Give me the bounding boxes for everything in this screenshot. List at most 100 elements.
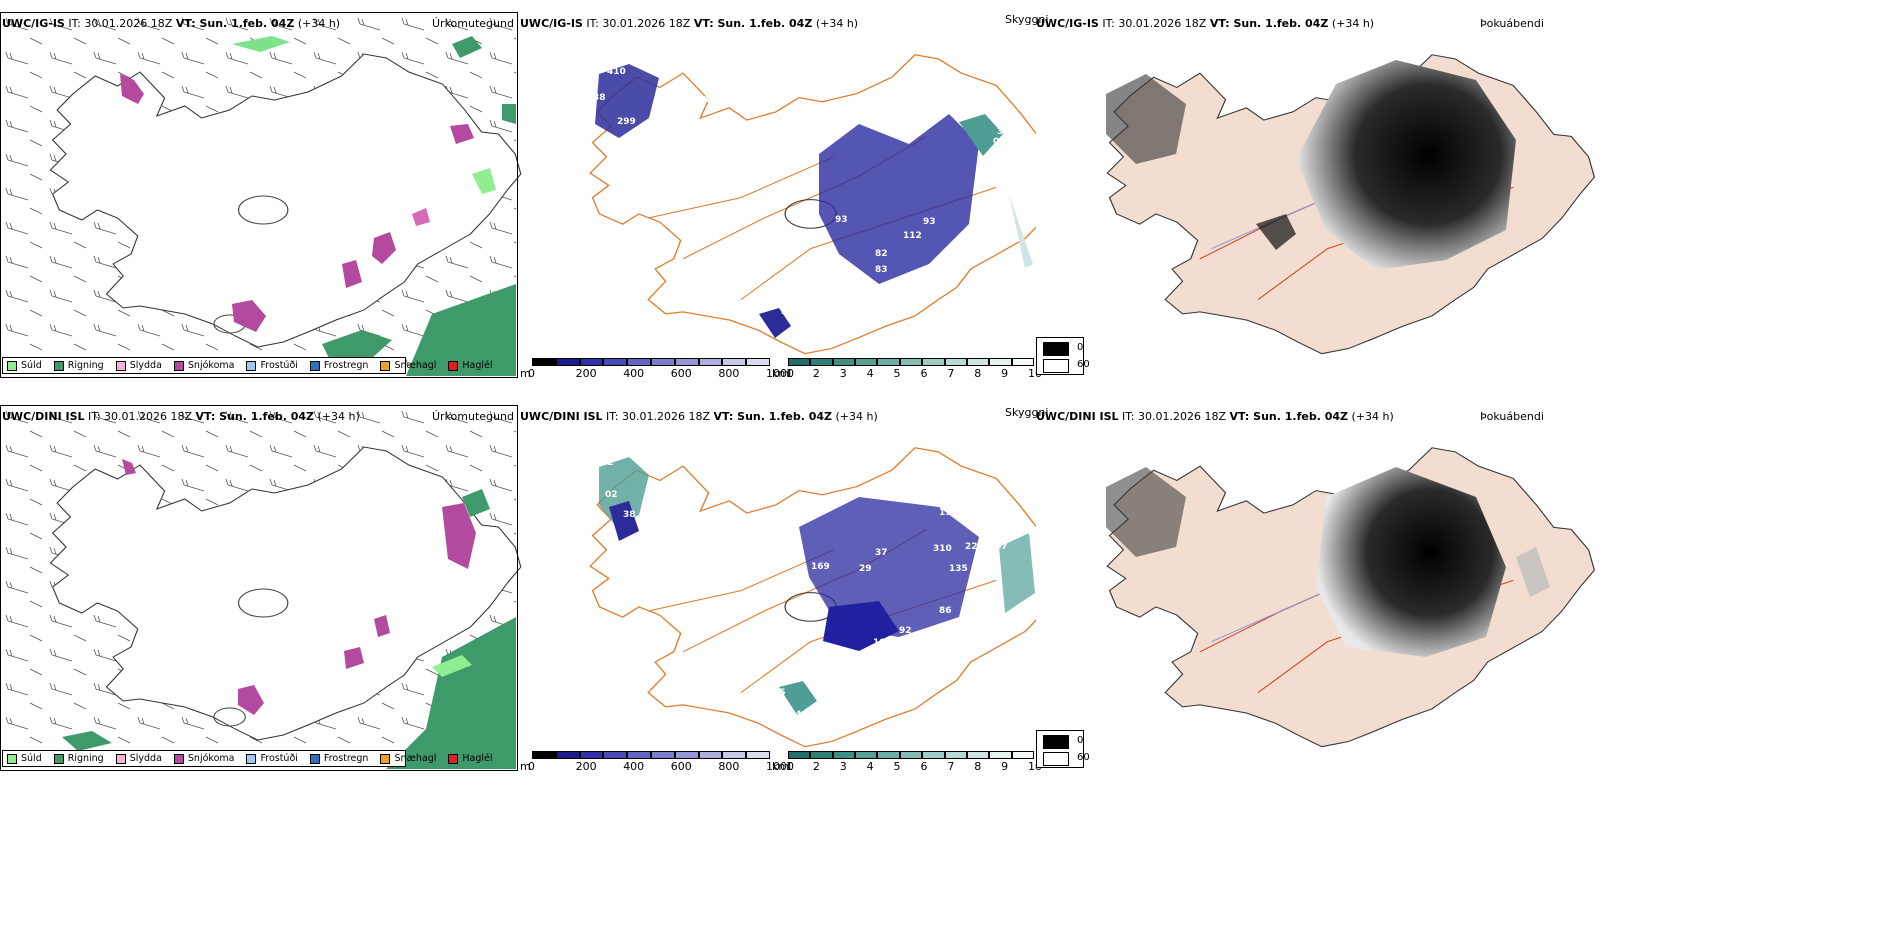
colorbar-segment <box>674 358 699 366</box>
colorbar-segment <box>698 751 723 759</box>
colorbar-m-row1: m 0 200 400 600 800 1000 <box>520 751 794 773</box>
fog-key-row0: 0 60 <box>1036 337 1090 375</box>
init-time: IT: 30.01.2026 18Z <box>606 410 711 423</box>
map-value-label: 74 <box>789 710 802 720</box>
colorbar-tick-label: 6 <box>920 367 928 380</box>
legend-label: Snjókoma <box>187 753 235 764</box>
map-value-label: 35 <box>773 688 786 698</box>
map-value-label: 83 <box>875 265 888 275</box>
colorbar-segment <box>810 751 833 759</box>
map-value-label: 38 <box>623 510 636 520</box>
colorbar-segment <box>532 751 556 759</box>
legend-swatch <box>448 753 459 764</box>
colorbar-tick-label: 200 <box>575 367 597 380</box>
map-value-label: 93 <box>835 215 848 225</box>
colorbar-segment <box>989 358 1012 366</box>
colorbar-tick-label: 800 <box>718 367 740 380</box>
colorbar-segment <box>1011 751 1034 759</box>
precip-header-row0: UWC/IG-IS IT: 30.01.2026 18Z VT: Sun. 1.… <box>2 17 340 30</box>
colorbar-segment <box>855 358 878 366</box>
colorbar-tick-label: 400 <box>623 760 645 773</box>
colorbar-tick-label: 3 <box>839 760 847 773</box>
legend-item: Snjókoma <box>173 360 234 371</box>
cloud-header-row1: UWC/DINI ISL IT: 30.01.2026 18Z VT: Sun.… <box>520 410 878 423</box>
map-value-label: 92 <box>899 626 912 636</box>
legend-label: Slydda <box>129 360 162 371</box>
map-value-label: 83 <box>869 668 882 678</box>
legend-swatch <box>115 360 126 371</box>
colorbar-segment <box>944 358 967 366</box>
colorbar-tick-label: 200 <box>575 760 597 773</box>
colorbar-tick-label: 4 <box>866 760 874 773</box>
cloud-title-row1: Skyggni <box>1005 406 1049 419</box>
map-value-label: 07 <box>993 137 1006 147</box>
colorbar-tick-label: 0 <box>528 367 535 380</box>
colorbar-segment <box>877 358 900 366</box>
map-value-label: 109 <box>975 526 994 536</box>
legend-item: Slydda <box>115 360 162 371</box>
legend-swatch <box>448 360 459 371</box>
colorbar-tick-label: 8 <box>974 760 982 773</box>
legend-swatch <box>380 360 391 371</box>
colorbar-segment <box>788 358 811 366</box>
valid-time: VT: Sun. 1.feb. 04Z <box>195 410 314 423</box>
legend-swatch <box>53 360 64 371</box>
colorbar-segment <box>855 751 878 759</box>
model-name: UWC/IG-IS <box>520 17 583 30</box>
colorbar-tick-label: 1 <box>786 760 793 773</box>
legend-item: Rigning <box>53 753 104 764</box>
colorbar-unit: m <box>520 367 531 380</box>
fog-key-label-high: 60 <box>1077 752 1090 763</box>
colorbar-tick-label: 6 <box>920 760 928 773</box>
legend-item: Slydda <box>115 753 162 764</box>
legend-item: Snjókoma <box>173 753 235 764</box>
colorbar-tick-label: 600 <box>670 367 692 380</box>
precip-title-row0: Úrkomutegund <box>432 17 514 30</box>
legend-swatch <box>309 753 320 764</box>
fog-key-row1: 0 60 <box>1036 730 1090 768</box>
colorbar-tick-label: 600 <box>670 760 692 773</box>
map-value-label: 86 <box>939 606 952 616</box>
colorbar-segment <box>922 751 945 759</box>
colorbar-tick-label: 7 <box>947 367 955 380</box>
fog-title-row1: Þokuábendi <box>1480 410 1544 423</box>
legend-item: Snæhagl <box>380 753 436 764</box>
colorbar-segment <box>746 358 770 366</box>
lead-time: (+34 h) <box>1331 17 1375 30</box>
cloud-map-row1 <box>589 447 1079 748</box>
colorbar-unit: km <box>772 760 790 773</box>
legend-swatch <box>380 753 391 764</box>
colorbar-km-row1: km 1 2 3 4 5 6 7 8 9 10 <box>772 751 1042 773</box>
lead-time: (+34 h) <box>317 410 360 423</box>
cloud-title-row0: Skyggni <box>1005 13 1049 26</box>
colorbar-tick-label: 7 <box>947 760 955 773</box>
legend-label: Frostúði <box>260 753 298 764</box>
map-value-label: 86 <box>659 530 672 540</box>
colorbar-segment <box>579 358 604 366</box>
colorbar-segment <box>899 751 923 759</box>
colorbar-segment <box>877 751 900 759</box>
colorbar-tick-label: 2 <box>812 367 820 380</box>
fog-key-swatch-dark <box>1043 735 1069 749</box>
map-value-label: 12 <box>601 458 614 468</box>
legend-label: Rigning <box>67 753 104 764</box>
fog-key-label-low: 0 <box>1077 342 1084 353</box>
colorbar-m-row0: m 0 200 400 600 800 1000 <box>520 358 794 380</box>
colorbar-segment <box>555 751 580 759</box>
map-value-label: 38 <box>593 93 606 103</box>
map-value-label: 64 <box>993 518 1006 528</box>
legend-label: Rigning <box>67 360 104 371</box>
colorbar-tick-label: 1000 <box>766 760 794 773</box>
lead-time: (+34 h) <box>297 17 341 30</box>
init-time: IT: 30.01.2026 18Z <box>68 17 173 30</box>
colorbar-segment <box>746 751 770 759</box>
legend-swatch <box>173 753 184 764</box>
model-name: UWC/DINI ISL <box>2 410 85 423</box>
colorbar-tick-label: 0 <box>528 760 535 773</box>
legend-item: Frostúði <box>246 753 298 764</box>
model-name: UWC/IG-IS <box>1036 17 1099 30</box>
colorbar-km-row0: km 1 2 3 4 5 6 7 8 9 10 <box>772 358 1042 380</box>
colorbar-segment <box>922 358 945 366</box>
map-value-label: 67 <box>995 542 1008 552</box>
colorbar-tick-label: 800 <box>718 760 740 773</box>
